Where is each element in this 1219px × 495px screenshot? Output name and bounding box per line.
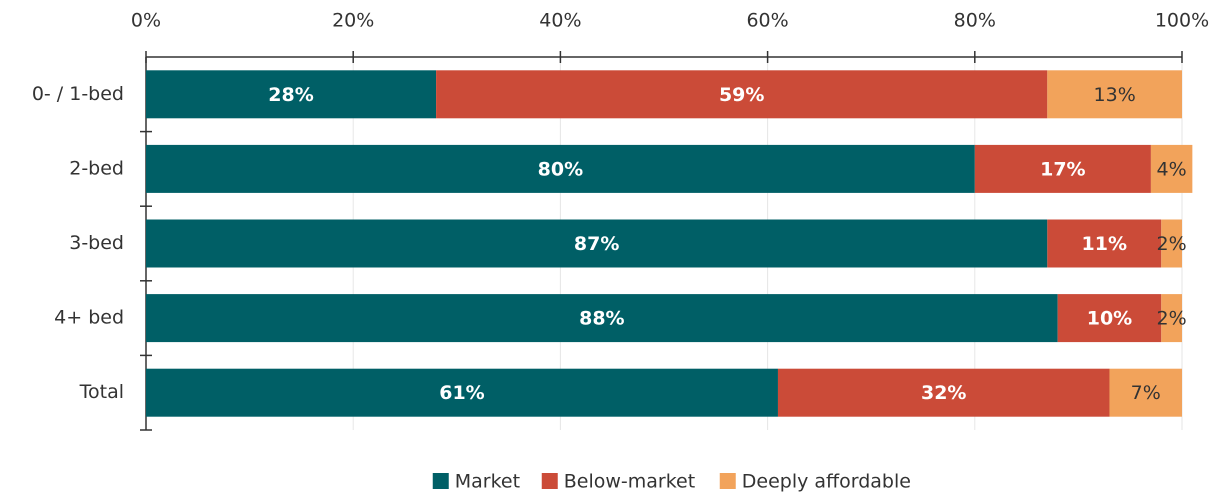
data-label: 11% <box>1082 233 1127 255</box>
bar-segment <box>1047 219 1162 268</box>
data-label: 88% <box>579 308 624 330</box>
x-tick-label: 40% <box>539 10 581 32</box>
data-label: 87% <box>574 233 619 255</box>
bar-segment <box>974 144 1151 193</box>
y-tick-label: 0- / 1-bed <box>32 83 124 105</box>
x-tick-label: 100% <box>1155 10 1209 32</box>
legend-swatch <box>719 473 736 489</box>
data-label: 7% <box>1131 382 1161 404</box>
bar-segment <box>146 368 778 417</box>
data-label: 13% <box>1094 84 1136 106</box>
data-label: 59% <box>719 84 764 106</box>
legend-label: Deeply affordable <box>742 471 911 493</box>
bar-segment <box>1047 70 1182 119</box>
legend-swatch <box>541 473 558 489</box>
legend-label: Market <box>455 471 520 493</box>
x-tick-label: 20% <box>332 10 374 32</box>
data-label: 32% <box>921 382 966 404</box>
data-label: 10% <box>1087 308 1132 330</box>
x-tick-label: 0% <box>131 10 161 32</box>
bar-segment <box>146 294 1058 343</box>
bar-segment <box>777 368 1110 417</box>
data-label: 61% <box>439 382 484 404</box>
y-tick-label: 4+ bed <box>54 307 124 329</box>
data-label: 28% <box>268 84 313 106</box>
bar-segment <box>1057 294 1162 343</box>
bar-segment <box>1150 144 1193 193</box>
data-label: 4% <box>1157 158 1187 180</box>
legend-swatch <box>432 473 449 489</box>
x-tick-label: 60% <box>746 10 788 32</box>
data-label: 80% <box>538 158 583 180</box>
bar-segment <box>1161 219 1182 268</box>
bar-segment <box>146 144 975 193</box>
legend-label: Below-market <box>564 471 695 493</box>
bar-segment <box>436 70 1048 119</box>
x-tick-label: 80% <box>954 10 996 32</box>
y-tick-label: Total <box>79 381 124 403</box>
y-tick-label: 3-bed <box>69 232 124 254</box>
bar-segment <box>1109 368 1182 417</box>
y-tick-label: 2-bed <box>69 157 124 179</box>
bar-segment <box>1161 294 1182 343</box>
bar-segment <box>146 70 437 119</box>
bar-segment <box>146 219 1048 268</box>
data-label: 17% <box>1040 158 1085 180</box>
data-label: 2% <box>1157 233 1187 255</box>
data-label: 2% <box>1157 308 1187 330</box>
